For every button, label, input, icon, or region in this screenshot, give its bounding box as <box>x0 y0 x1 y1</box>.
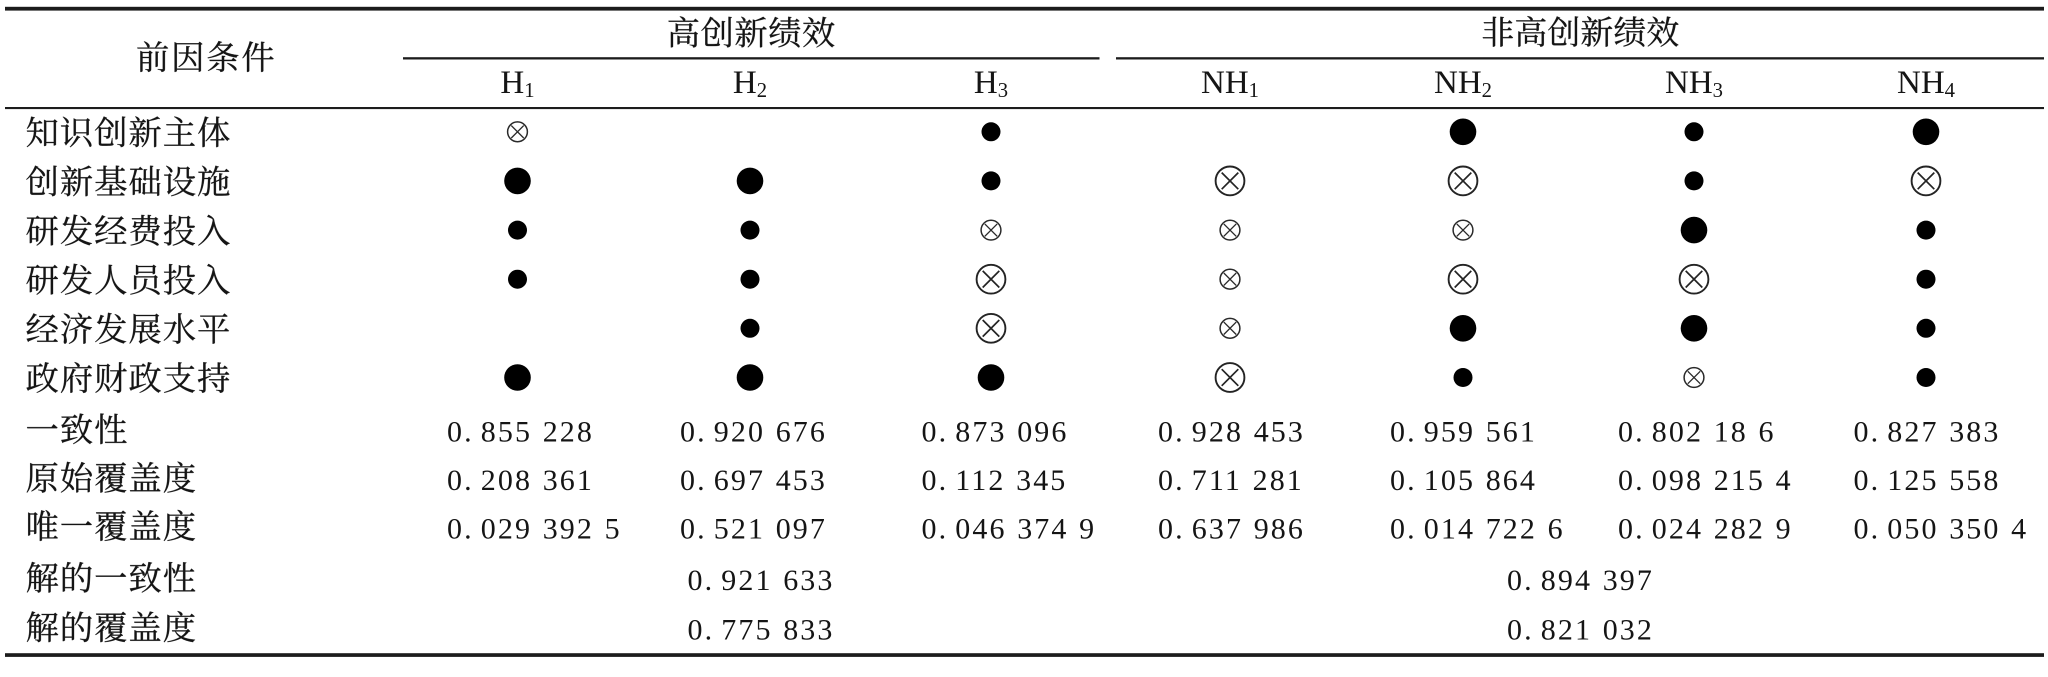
svg-text:0. 921 633: 0. 921 633 <box>688 564 835 597</box>
svg-text:0. 711 281: 0. 711 281 <box>1158 464 1304 497</box>
svg-text:H3: H3 <box>974 65 1008 102</box>
svg-text:0. 125 558: 0. 125 558 <box>1854 464 2001 497</box>
svg-text:0. 855 228: 0. 855 228 <box>447 416 594 449</box>
svg-text:0. 827 383: 0. 827 383 <box>1854 416 2001 449</box>
svg-text:H1: H1 <box>500 65 534 102</box>
svg-text:0. 920 676: 0. 920 676 <box>680 416 827 449</box>
svg-text:NH1: NH1 <box>1201 65 1259 102</box>
svg-text:0. 521 097: 0. 521 097 <box>680 512 827 545</box>
svg-text:0. 802 18 6: 0. 802 18 6 <box>1618 416 1776 449</box>
svg-text:0. 959 561: 0. 959 561 <box>1390 416 1537 449</box>
svg-text:0. 928 453: 0. 928 453 <box>1158 416 1305 449</box>
svg-text:NH4: NH4 <box>1897 65 1956 102</box>
svg-text:0. 029 392 5: 0. 029 392 5 <box>447 512 622 545</box>
svg-text:0. 098 215 4: 0. 098 215 4 <box>1618 464 1793 497</box>
svg-text:NH2: NH2 <box>1434 65 1492 102</box>
svg-text:0. 821 032: 0. 821 032 <box>1507 614 1654 647</box>
svg-text:0. 024 282 9: 0. 024 282 9 <box>1618 512 1793 545</box>
svg-text:0. 105 864: 0. 105 864 <box>1390 464 1537 497</box>
svg-text:0. 637 986: 0. 637 986 <box>1158 512 1305 545</box>
svg-text:0. 208 361: 0. 208 361 <box>447 464 594 497</box>
svg-text:NH3: NH3 <box>1665 65 1723 102</box>
svg-text:0. 894 397: 0. 894 397 <box>1507 564 1654 597</box>
svg-text:0. 046 374 9: 0. 046 374 9 <box>922 512 1097 545</box>
svg-text:0. 050 350 4: 0. 050 350 4 <box>1854 512 2029 545</box>
svg-text:H2: H2 <box>733 65 767 102</box>
svg-text:0. 873 096: 0. 873 096 <box>922 416 1069 449</box>
svg-text:0. 697 453: 0. 697 453 <box>680 464 827 497</box>
svg-text:0. 014 722 6: 0. 014 722 6 <box>1390 512 1565 545</box>
svg-text:0. 112 345: 0. 112 345 <box>922 464 1068 497</box>
svg-text:0. 775 833: 0. 775 833 <box>688 614 835 647</box>
